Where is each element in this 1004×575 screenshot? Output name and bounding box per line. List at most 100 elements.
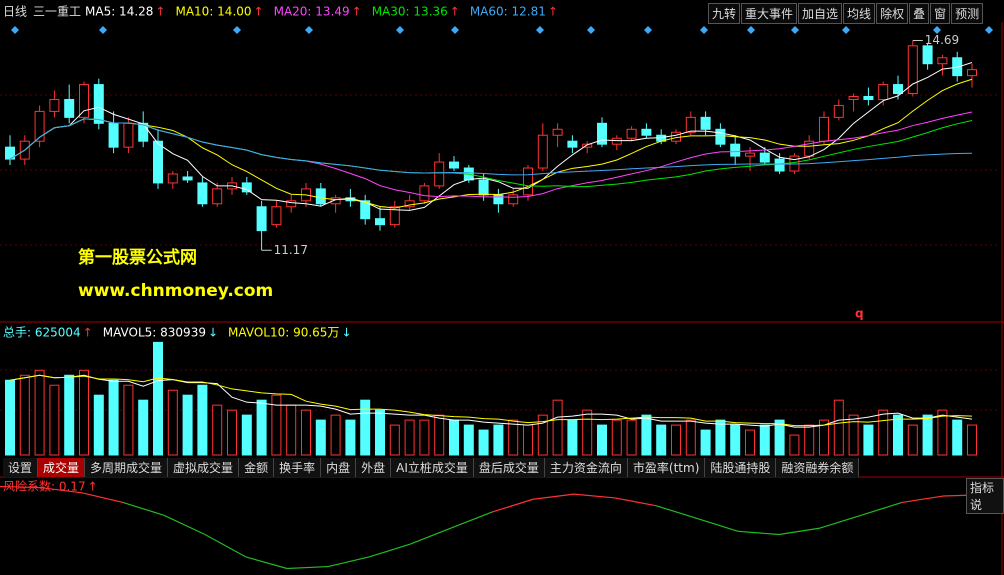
legend-arrow: ↑ — [155, 5, 165, 19]
candle-body — [685, 116, 696, 133]
volume-bar — [774, 419, 785, 456]
risk-line — [40, 487, 83, 494]
indicator-tab[interactable]: 主力资金流向 — [544, 458, 628, 477]
toolbar-button[interactable]: 除权 — [876, 3, 909, 24]
candle-body — [611, 137, 622, 145]
indicator-tab[interactable]: 成交量 — [38, 458, 86, 477]
indicator-tab[interactable]: AI立桩成交量 — [391, 458, 474, 477]
indicator-tab[interactable]: 换手率 — [274, 458, 322, 477]
candle-body — [375, 218, 385, 226]
candle-body — [893, 84, 903, 95]
risk-line — [696, 517, 739, 532]
legend-label: MA60: 12.81 — [470, 5, 546, 19]
legend-label: 总手: 625004 — [3, 326, 81, 340]
volume-bar — [301, 409, 311, 456]
volume-bar — [34, 369, 45, 456]
candle-body — [833, 104, 844, 118]
candle-body — [123, 122, 134, 148]
risk-line — [286, 565, 329, 570]
volume-bar — [863, 424, 874, 456]
risk-label: 风险系数: 0.17 ↑ — [3, 479, 98, 494]
candle-body — [449, 161, 459, 169]
volume-bar — [552, 399, 563, 456]
toolbar-button[interactable]: 叠 — [909, 3, 930, 24]
toolbar-button[interactable]: 加自选 — [798, 3, 843, 24]
candle-body — [582, 143, 593, 148]
indicator-tab[interactable]: 市盈率(ttm) — [627, 458, 706, 477]
volume-bar — [597, 424, 607, 456]
event-marker — [747, 26, 755, 34]
indicator-tab[interactable]: 金额 — [239, 458, 275, 477]
indicator-button[interactable]: 指标说 — [966, 478, 1004, 514]
event-marker — [11, 26, 19, 34]
legend-label: MA20: 13.49 — [274, 5, 350, 19]
candle-body — [907, 45, 918, 95]
volume-bar — [537, 414, 548, 456]
legend-label: MAVOL5: 830939 — [103, 326, 206, 340]
ma-line — [9, 118, 973, 176]
event-marker — [933, 26, 941, 34]
candle-body — [93, 84, 104, 124]
candle-body — [508, 194, 519, 205]
volume-bar — [878, 409, 889, 456]
volume-bar — [286, 404, 297, 456]
volume-bar — [819, 419, 829, 456]
volume-bar — [389, 424, 400, 456]
volume-bar — [79, 369, 89, 456]
toolbar-button[interactable]: 九转 — [708, 3, 741, 24]
candle-body — [182, 176, 193, 181]
candle-body — [360, 200, 371, 220]
ma-line — [9, 62, 973, 211]
volume-bar — [893, 414, 903, 456]
candle-body — [819, 116, 829, 142]
indicator-tab[interactable]: 盘后成交量 — [473, 458, 545, 477]
indicator-tab[interactable]: 多周期成交量 — [85, 458, 169, 477]
candle-body — [138, 122, 149, 142]
volume-bar — [493, 424, 504, 456]
candle-body — [212, 188, 223, 205]
legend-label: 风险系数: 0.17 — [3, 479, 86, 494]
volume-bar — [271, 394, 282, 456]
candle-body — [952, 57, 963, 77]
candle-body — [937, 57, 948, 65]
volume-bar — [730, 424, 741, 456]
volume-bar — [671, 424, 681, 456]
event-marker — [451, 26, 459, 34]
annotation: 11.17 — [274, 243, 308, 257]
risk-line — [573, 493, 616, 499]
risk-line — [778, 527, 821, 536]
candle-body — [863, 96, 874, 100]
indicator-tab[interactable]: 内盘 — [321, 458, 357, 477]
volume-bar — [138, 399, 149, 456]
volume-bar — [419, 419, 430, 456]
candle-body — [330, 197, 341, 205]
legend-label: MAVOL10: 90.65万 — [228, 326, 339, 340]
indicator-tab[interactable]: 虚拟成交量 — [168, 458, 240, 477]
volume-bar — [804, 424, 815, 456]
toolbar-button[interactable]: 预测 — [951, 3, 984, 24]
volume-ma-line — [9, 374, 973, 428]
risk-line — [532, 493, 575, 500]
volume-bar — [182, 394, 193, 456]
volume-bar — [315, 419, 326, 456]
indicator-tab[interactable]: 设置 — [3, 458, 39, 477]
risk-line — [163, 514, 206, 536]
volume-bar — [463, 424, 474, 456]
candle-body — [404, 200, 415, 208]
risk-line — [819, 514, 862, 529]
period: 日线 — [3, 5, 27, 19]
candle-body — [241, 182, 252, 193]
indicator-tab[interactable]: 陆股通持股 — [705, 458, 777, 477]
toolbar-button[interactable]: 均线 — [843, 3, 876, 24]
risk-line — [409, 527, 452, 545]
annotation: q — [855, 307, 864, 321]
candle-body — [626, 128, 637, 139]
event-marker — [305, 26, 313, 34]
toolbar-button[interactable]: 窗 — [930, 3, 951, 24]
indicator-tab[interactable]: 融资融券余额 — [776, 458, 860, 477]
indicator-tab[interactable]: 外盘 — [356, 458, 392, 477]
volume-bar — [789, 434, 800, 456]
toolbar-button[interactable]: 重大事件 — [741, 3, 798, 24]
event-marker — [587, 26, 595, 34]
